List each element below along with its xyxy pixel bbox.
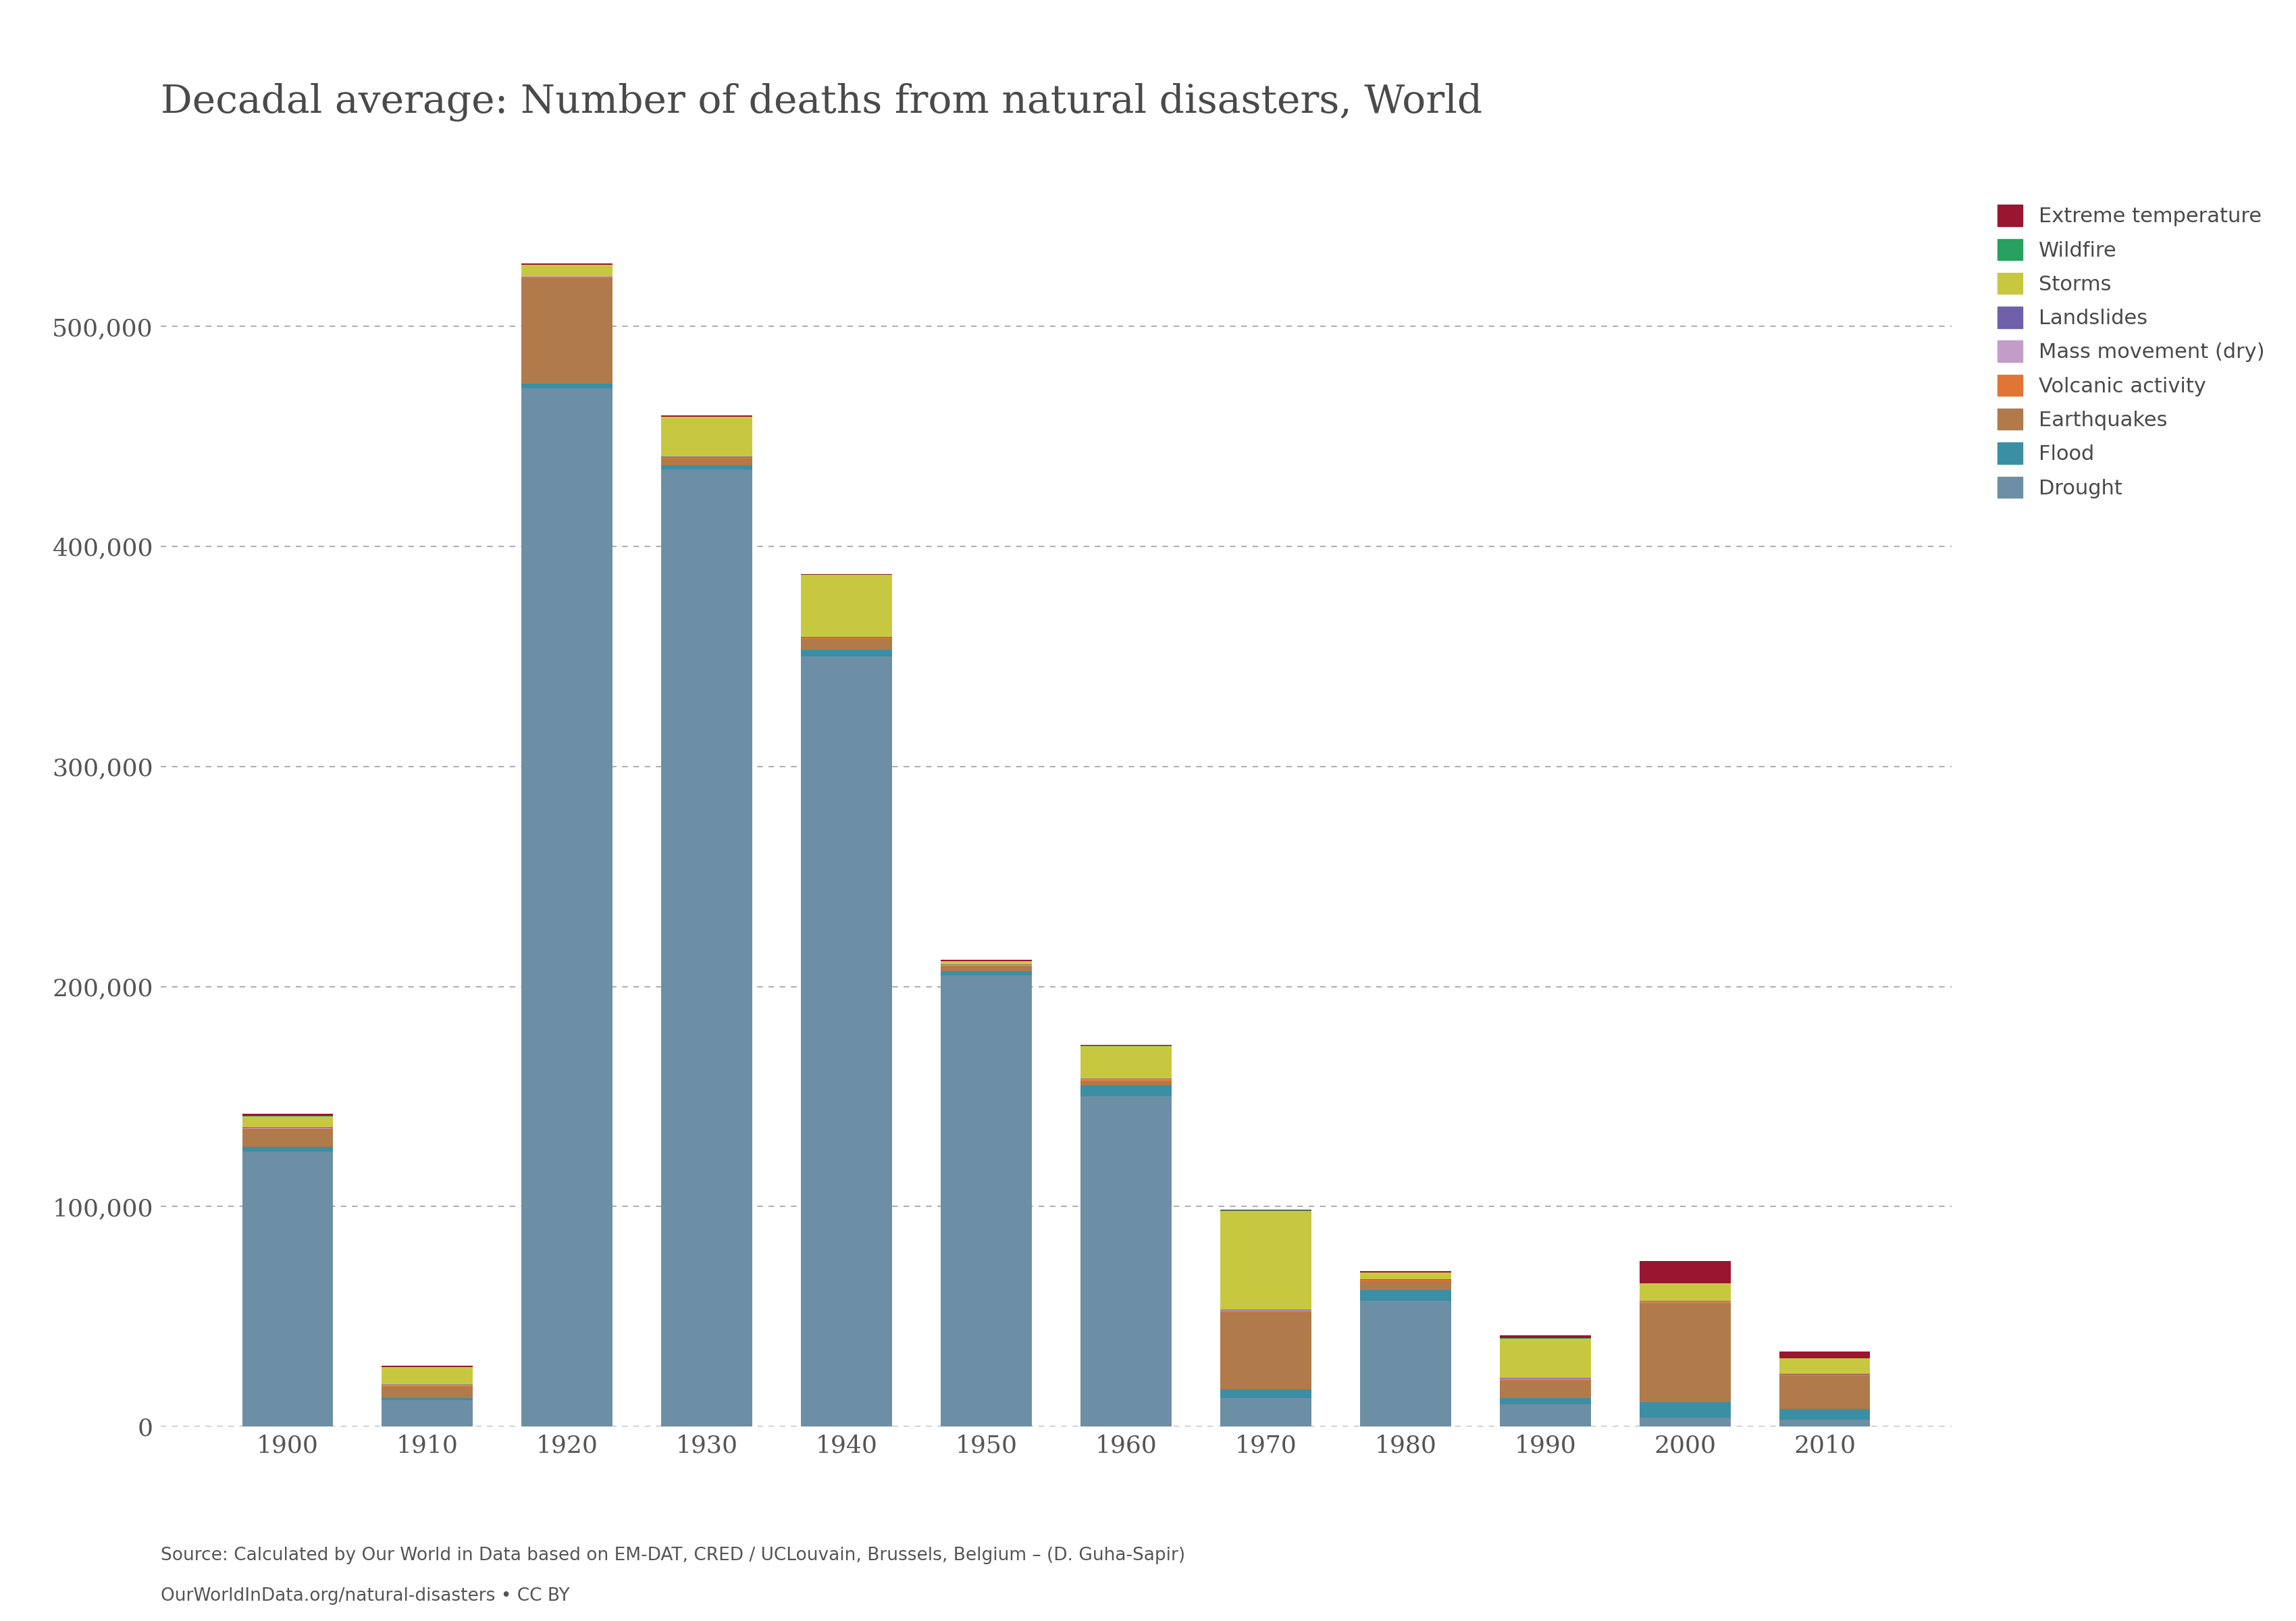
Bar <box>1359 1281 1451 1290</box>
Bar <box>1359 1290 1451 1302</box>
Bar <box>521 264 613 276</box>
Bar <box>1639 1284 1731 1302</box>
Bar <box>1779 1409 1871 1420</box>
Text: Our World: Our World <box>2062 65 2174 84</box>
Bar <box>941 961 1031 964</box>
Bar <box>1499 1404 1591 1426</box>
Bar <box>241 1117 333 1127</box>
Bar <box>1639 1261 1731 1284</box>
Text: Source: Calculated by Our World in Data based on EM-DAT, CRED / UCLouvain, Bruss: Source: Calculated by Our World in Data … <box>161 1546 1185 1564</box>
Bar <box>801 639 891 650</box>
Bar <box>1779 1420 1871 1426</box>
Text: in Data: in Data <box>2078 113 2158 133</box>
Bar <box>241 1130 333 1148</box>
Bar <box>1639 1418 1731 1426</box>
Bar <box>1221 1389 1311 1397</box>
Bar <box>1779 1352 1871 1358</box>
Bar <box>521 279 613 384</box>
Bar <box>801 657 891 1426</box>
Bar <box>1221 1311 1311 1389</box>
Text: Decadal average: Number of deaths from natural disasters, World: Decadal average: Number of deaths from n… <box>161 83 1483 122</box>
Bar <box>1359 1302 1451 1426</box>
Text: OurWorldInData.org/natural-disasters • CC BY: OurWorldInData.org/natural-disasters • C… <box>161 1587 569 1605</box>
Bar <box>1359 1272 1451 1279</box>
Bar <box>1499 1339 1591 1378</box>
Bar <box>1221 1397 1311 1426</box>
Bar <box>1499 1336 1591 1339</box>
Bar <box>1639 1303 1731 1402</box>
Bar <box>381 1397 473 1401</box>
Bar <box>1081 1096 1171 1426</box>
Bar <box>1779 1376 1871 1409</box>
Bar <box>941 971 1031 976</box>
Bar <box>1779 1358 1871 1373</box>
Bar <box>1221 1211 1311 1310</box>
Bar <box>241 1151 333 1426</box>
Bar <box>661 465 753 470</box>
Bar <box>941 966 1031 971</box>
Bar <box>381 1367 473 1384</box>
Bar <box>801 575 891 637</box>
Bar <box>241 1148 333 1151</box>
Legend: Extreme temperature, Wildfire, Storms, Landslides, Mass movement (dry), Volcanic: Extreme temperature, Wildfire, Storms, L… <box>1998 204 2264 498</box>
Bar <box>1639 1402 1731 1418</box>
Bar <box>1081 1081 1171 1086</box>
Bar <box>1081 1046 1171 1080</box>
Bar <box>241 1114 333 1117</box>
Bar <box>381 1401 473 1426</box>
Bar <box>661 417 753 457</box>
Bar <box>661 470 753 1426</box>
Bar <box>1081 1086 1171 1096</box>
Bar <box>801 650 891 657</box>
Bar <box>661 459 753 465</box>
Bar <box>1499 1379 1591 1397</box>
Bar <box>521 387 613 1426</box>
Bar <box>941 976 1031 1426</box>
Bar <box>1499 1397 1591 1404</box>
Bar <box>381 1388 473 1397</box>
Bar <box>521 384 613 387</box>
